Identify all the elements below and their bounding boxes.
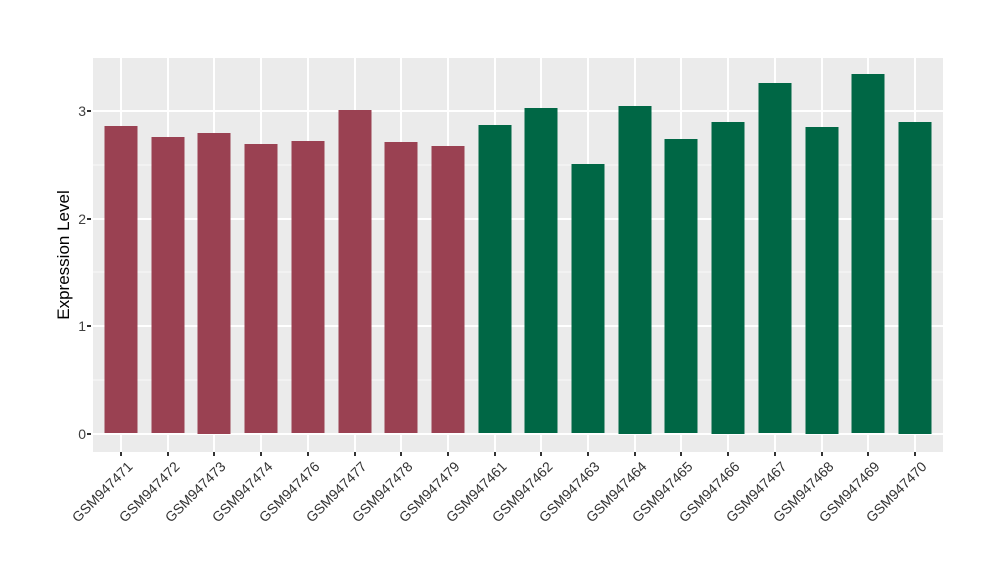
plot-panel: [93, 58, 943, 452]
x-tick-mark: [446, 452, 449, 456]
gridline-minor-horizontal: [93, 164, 943, 166]
y-tick-label: 0: [78, 425, 86, 442]
x-tick-mark: [820, 452, 823, 456]
y-tick-label: 1: [78, 318, 86, 334]
bar-GSM947471: [104, 126, 138, 434]
y-tick-label: 2: [78, 210, 86, 227]
x-tick-mark: [633, 452, 636, 456]
gridline-major-horizontal: [93, 110, 943, 112]
x-tick-mark: [540, 452, 543, 456]
gridline-major-horizontal: [93, 432, 943, 435]
bar-GSM947474: [244, 144, 278, 434]
x-tick-mark: [773, 452, 776, 456]
bar-GSM947469: [851, 74, 885, 434]
x-tick-mark: [120, 452, 123, 456]
bar-GSM947478: [384, 142, 418, 434]
x-tick-mark: [867, 452, 870, 456]
x-tick-mark: [680, 452, 683, 456]
bar-GSM947476: [291, 141, 325, 434]
y-tick-mark: [87, 325, 91, 327]
bar-GSM947470: [898, 121, 932, 434]
gridline-major-horizontal: [93, 217, 943, 220]
y-tick-mark: [87, 432, 91, 435]
x-tick-mark: [306, 452, 309, 456]
bar-GSM947463: [571, 163, 605, 434]
bar-GSM947466: [711, 121, 745, 434]
bar-GSM947468: [805, 127, 839, 434]
y-tick-mark: [87, 110, 91, 112]
bar-GSM947473: [197, 132, 231, 434]
bar-GSM947465: [664, 138, 698, 434]
bar-GSM947472: [151, 136, 185, 434]
bar-GSM947467: [758, 83, 792, 434]
x-tick-mark: [400, 452, 403, 456]
bar-GSM947477: [338, 109, 372, 434]
x-tick-mark: [727, 452, 730, 456]
x-tick-mark: [260, 452, 263, 456]
gridline-minor-horizontal: [93, 379, 943, 381]
x-tick-mark: [587, 452, 590, 456]
bar-GSM947461: [478, 124, 512, 434]
x-tick-mark: [213, 452, 216, 456]
gridline-minor-horizontal: [93, 271, 943, 273]
bar-GSM947462: [524, 107, 558, 434]
y-axis-title: Expression Level: [54, 190, 73, 320]
x-tick-mark: [913, 452, 916, 456]
y-tick-label: 3: [78, 103, 86, 119]
x-tick-mark: [166, 452, 169, 456]
gridline-major-horizontal: [93, 325, 943, 327]
x-tick-mark: [493, 452, 496, 456]
x-tick-mark: [353, 452, 356, 456]
bar-GSM947479: [431, 146, 465, 434]
y-tick-mark: [87, 217, 91, 220]
bar-GSM947464: [618, 105, 652, 434]
